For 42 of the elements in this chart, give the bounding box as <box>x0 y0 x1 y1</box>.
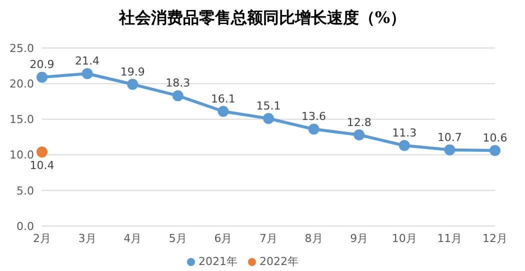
data-label: 21.4 <box>75 54 100 68</box>
point <box>127 78 138 90</box>
point <box>172 90 184 102</box>
y-tick-label: 25.0 <box>10 42 34 55</box>
x-tick-label: 7月 <box>260 232 278 245</box>
x-tick-label: 11月 <box>437 232 462 245</box>
data-label: 10.6 <box>482 132 508 145</box>
point <box>36 72 48 83</box>
data-label: 20.9 <box>30 58 54 72</box>
x-tick-label: 5月 <box>168 232 187 245</box>
data-label: 15.1 <box>256 99 281 112</box>
legend-label: 2021年 <box>198 255 238 268</box>
data-label: 11.3 <box>392 126 417 140</box>
y-tick-label: 20.0 <box>10 78 34 91</box>
x-tick-label: 12月 <box>482 232 508 245</box>
y-tick-label: 0.0 <box>16 220 34 233</box>
x-tick-label: 10月 <box>392 232 417 245</box>
chart-title: 社会消费品零售总额同比增长速度（%） <box>118 7 408 29</box>
point <box>263 112 274 124</box>
x-tick-label: 9月 <box>350 232 368 245</box>
x-tick-label: 8月 <box>304 232 323 245</box>
point <box>398 140 410 152</box>
y-tick-label: 15.0 <box>10 113 34 126</box>
data-label: 12.8 <box>346 116 372 129</box>
x-tick-label: 3月 <box>78 232 96 245</box>
y-tick-label: 5.0 <box>16 184 34 198</box>
x-tick-label: 2月 <box>33 232 51 245</box>
point <box>82 68 93 80</box>
point <box>444 144 456 156</box>
data-label: 10.7 <box>437 130 462 144</box>
x-tick-label: 6月 <box>214 232 232 245</box>
point <box>490 145 500 156</box>
point <box>308 124 320 135</box>
data-label: 13.6 <box>302 110 326 124</box>
point <box>36 146 48 158</box>
data-label: 19.9 <box>120 65 145 78</box>
x-tick-label: 4月 <box>124 232 142 245</box>
point <box>218 106 229 117</box>
legend-label: 2022年 <box>260 255 298 268</box>
data-label: 16.1 <box>210 92 236 106</box>
point <box>354 129 365 140</box>
data-label: 18.3 <box>166 76 190 90</box>
